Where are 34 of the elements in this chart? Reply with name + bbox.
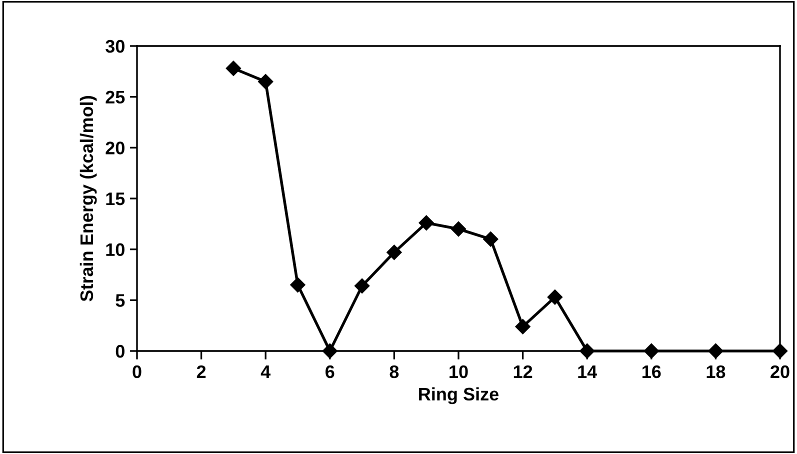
y-tick-label: 15: [106, 192, 125, 206]
point: [386, 244, 402, 260]
point: [450, 221, 466, 237]
x-tick-label: 0: [132, 365, 142, 378]
x-tick-label: 6: [326, 365, 334, 378]
point: [580, 343, 595, 359]
point: [226, 60, 242, 76]
y-tick-label: 20: [106, 142, 124, 154]
y-tick-label: 5: [116, 294, 125, 307]
x-tick-label: 18: [706, 365, 726, 378]
y-tick-label: 25: [106, 90, 125, 104]
point: [547, 290, 563, 305]
point: [354, 278, 370, 294]
y-tick-label: 10: [106, 243, 124, 256]
x-axis-title: Ring Size: [419, 387, 499, 404]
point: [290, 277, 306, 292]
y-tick-label: 30: [106, 40, 124, 53]
x-tick-label: 14: [578, 366, 598, 378]
point: [258, 74, 274, 90]
x-tick-label: 4: [260, 366, 271, 378]
point: [644, 343, 659, 359]
x-tick-label: 12: [514, 365, 532, 378]
point: [418, 215, 434, 230]
point: [515, 319, 530, 334]
y-axis-title: Strain Energy (kcal/mol): [80, 96, 97, 302]
point: [708, 343, 724, 359]
point: [483, 232, 498, 247]
x-tick-label: 16: [642, 365, 661, 378]
x-tick-label: 8: [390, 365, 399, 378]
x-tick-label: 2: [196, 365, 206, 378]
point: [322, 343, 338, 359]
x-tick-label: 20: [770, 365, 790, 378]
x-tick-label: 10: [450, 365, 468, 378]
y-tick-label: 0: [116, 344, 124, 358]
